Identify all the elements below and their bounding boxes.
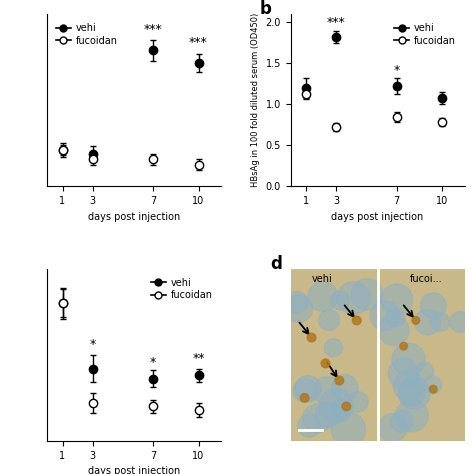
Circle shape bbox=[319, 310, 339, 330]
Legend: vehi, fucoidan: vehi, fucoidan bbox=[391, 19, 460, 50]
Circle shape bbox=[331, 399, 350, 417]
Circle shape bbox=[386, 309, 405, 327]
Circle shape bbox=[331, 412, 365, 446]
Circle shape bbox=[298, 414, 321, 437]
Circle shape bbox=[293, 379, 317, 402]
Text: b: b bbox=[259, 0, 271, 18]
Circle shape bbox=[370, 301, 400, 330]
Circle shape bbox=[313, 377, 341, 404]
Circle shape bbox=[391, 410, 413, 432]
Text: **: ** bbox=[192, 352, 205, 365]
Text: *: * bbox=[393, 64, 400, 77]
Circle shape bbox=[342, 402, 351, 410]
Text: ***: *** bbox=[189, 36, 208, 49]
Circle shape bbox=[412, 317, 419, 324]
Circle shape bbox=[319, 389, 353, 423]
Circle shape bbox=[295, 376, 321, 402]
Circle shape bbox=[431, 313, 450, 331]
Y-axis label: HBsAg in 100 fold diluted serum (OD450): HBsAg in 100 fold diluted serum (OD450) bbox=[251, 13, 260, 187]
Circle shape bbox=[378, 315, 409, 346]
Circle shape bbox=[303, 404, 332, 433]
Circle shape bbox=[330, 291, 349, 310]
Circle shape bbox=[315, 402, 341, 428]
Circle shape bbox=[420, 293, 446, 318]
X-axis label: days post injection: days post injection bbox=[88, 211, 181, 221]
Circle shape bbox=[335, 376, 344, 385]
Circle shape bbox=[399, 379, 425, 405]
Circle shape bbox=[400, 342, 408, 350]
Circle shape bbox=[396, 400, 428, 432]
Circle shape bbox=[308, 282, 338, 311]
Text: vehi: vehi bbox=[311, 274, 332, 284]
Circle shape bbox=[347, 392, 368, 412]
X-axis label: days post injection: days post injection bbox=[88, 466, 181, 474]
Circle shape bbox=[332, 374, 358, 401]
Circle shape bbox=[324, 338, 343, 356]
Circle shape bbox=[351, 279, 383, 310]
Circle shape bbox=[379, 414, 407, 442]
Circle shape bbox=[450, 311, 471, 332]
Circle shape bbox=[414, 310, 440, 335]
Circle shape bbox=[307, 333, 316, 342]
Circle shape bbox=[388, 358, 419, 389]
Text: ***: *** bbox=[144, 23, 163, 36]
Text: fucoi...: fucoi... bbox=[410, 274, 443, 284]
Circle shape bbox=[301, 393, 309, 402]
Legend: vehi, fucoidan: vehi, fucoidan bbox=[52, 19, 121, 50]
Circle shape bbox=[337, 282, 370, 314]
Circle shape bbox=[286, 292, 308, 313]
Text: d: d bbox=[270, 255, 282, 273]
Circle shape bbox=[330, 400, 350, 420]
Circle shape bbox=[321, 359, 330, 368]
Circle shape bbox=[399, 378, 430, 409]
Circle shape bbox=[381, 284, 412, 315]
Circle shape bbox=[352, 316, 361, 325]
Text: *: * bbox=[90, 338, 96, 351]
Circle shape bbox=[416, 362, 433, 380]
Circle shape bbox=[423, 376, 441, 394]
Circle shape bbox=[429, 385, 437, 393]
Circle shape bbox=[285, 295, 312, 322]
Legend: vehi, fucoidan: vehi, fucoidan bbox=[147, 273, 216, 304]
Text: ***: *** bbox=[327, 16, 346, 29]
X-axis label: days post injection: days post injection bbox=[331, 211, 424, 221]
Text: *: * bbox=[150, 356, 156, 369]
Circle shape bbox=[393, 371, 423, 401]
Circle shape bbox=[392, 343, 425, 376]
